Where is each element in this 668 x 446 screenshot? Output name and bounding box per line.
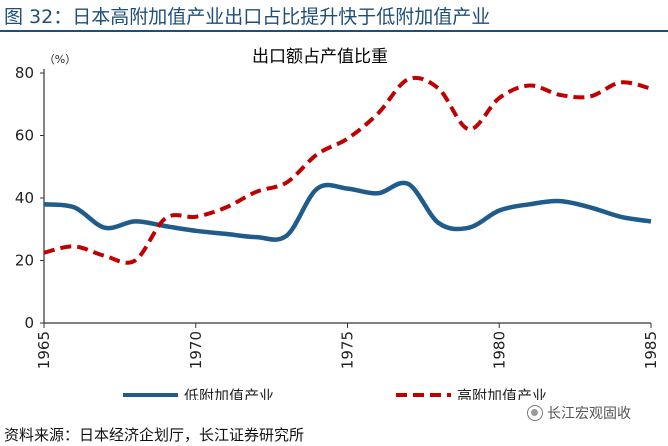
series-lines <box>43 75 652 265</box>
line-chart: 出口额占产值比重 （%） 0 20 40 60 80 1965 1970 1975 1980 19… <box>15 47 660 400</box>
y-tick-label: 80 <box>15 64 34 82</box>
watermark: 长江宏观固收 <box>527 403 631 423</box>
axes <box>40 69 652 328</box>
x-tick-label: 1970 <box>187 331 205 369</box>
y-tick-label: 40 <box>15 189 34 207</box>
y-tick-label: 20 <box>15 252 34 270</box>
title-rule <box>0 30 668 32</box>
chart-title: 出口额占产值比重 <box>252 47 388 67</box>
figure-title: 图 32：日本高附加值产业出口占比提升快于低附加值产业 <box>4 6 491 28</box>
x-tick-label: 1965 <box>35 331 53 369</box>
source-note: 资料来源：日本经济企划厅，长江证券研究所 <box>4 426 305 444</box>
series-line-0 <box>43 180 652 242</box>
y-unit-label: （%） <box>44 53 76 66</box>
series-line-1 <box>43 75 652 265</box>
wechat-icon <box>527 405 543 421</box>
watermark-text: 长江宏观固收 <box>547 406 631 422</box>
tick-labels: 0 20 40 60 80 1965 1970 1975 1980 1985 <box>15 64 660 369</box>
x-tick-label: 1975 <box>339 331 357 369</box>
legend: 低附加值产业 高附加值产业 <box>123 387 547 400</box>
x-tick-label: 1980 <box>490 331 508 369</box>
legend-label-0: 低附加值产业 <box>184 387 274 400</box>
y-tick-label: 0 <box>24 314 34 332</box>
x-tick-label: 1985 <box>642 331 660 369</box>
y-tick-label: 60 <box>15 127 34 145</box>
legend-label-1: 高附加值产业 <box>457 387 547 400</box>
